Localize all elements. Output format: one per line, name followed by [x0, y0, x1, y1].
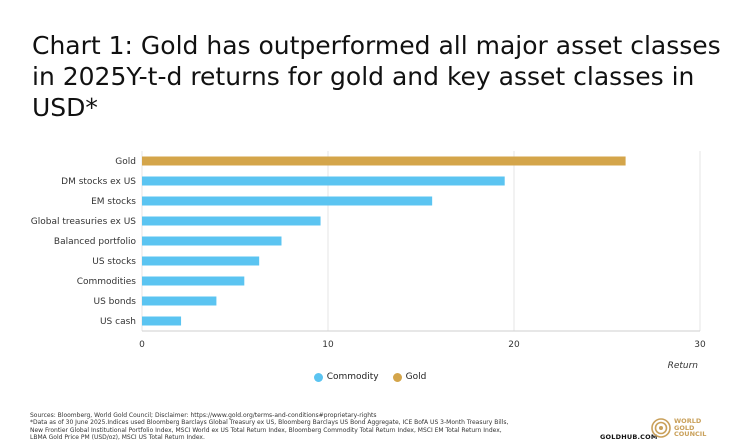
bar-gold: [142, 156, 626, 166]
footnote-line: *Data as of 30 June 2025.Indices used Bl…: [30, 419, 509, 427]
legend-label-gold: Gold: [405, 372, 427, 382]
category-label: DM stocks ex US: [61, 177, 136, 187]
category-label: Balanced portfolio: [54, 237, 137, 247]
category-label: Gold: [115, 157, 136, 167]
legend-swatch-commodity: [313, 372, 323, 382]
x-tick-label: 0: [139, 340, 145, 350]
chart-title: Chart 1: Gold has outperformed all major…: [32, 31, 721, 122]
bar-us-cash: [142, 316, 182, 326]
legend: Commodity Gold: [0, 372, 740, 382]
category-label: Global treasuries ex US: [31, 217, 136, 227]
category-label: Commodities: [77, 277, 137, 287]
footnote-line: New Frontier Global Institutional Portfo…: [30, 426, 502, 434]
x-tick-label: 10: [322, 340, 334, 350]
logo-text-council: COUNCIL: [674, 430, 707, 439]
x-tick-label: 30: [694, 340, 706, 350]
footnote: Sources: Bloomberg, World Gold Council; …: [30, 412, 590, 441]
category-label: US stocks: [92, 257, 136, 267]
legend-label-commodity: Commodity: [326, 372, 379, 382]
bar-em-stocks: [142, 196, 433, 206]
bars: [142, 156, 626, 326]
bar-us-stocks: [142, 256, 260, 266]
legend-item-commodity[interactable]: Commodity: [313, 372, 379, 382]
category-label: US cash: [100, 317, 136, 327]
world-gold-council-logo-icon: [651, 418, 671, 438]
world-gold-council-logo: WORLD GOLD COUNCIL: [651, 418, 706, 438]
footnote-line: LBMA Gold Price PM (USD/oz), MSCI US Tot…: [30, 433, 205, 441]
x-tick-label: 20: [508, 340, 520, 350]
category-label: EM stocks: [91, 197, 136, 207]
logo-text-gold: GOLD: [674, 423, 695, 432]
category-label: US bonds: [94, 297, 137, 307]
x-tick-labels: 0 10 20 30: [139, 340, 706, 350]
bar-balanced-portfolio: [142, 236, 282, 246]
bar-commodities: [142, 276, 245, 286]
category-labels: Gold DM stocks ex US EM stocks Global treas…: [31, 157, 137, 327]
legend-swatch-gold: [392, 372, 402, 382]
goldhub-link[interactable]: GOLDHUB.COM: [600, 433, 658, 441]
legend-item-gold[interactable]: Gold: [392, 372, 427, 382]
bar-us-bonds: [142, 296, 217, 306]
bar-dm-stocks-ex-us: [142, 176, 505, 186]
logo-text-world: WORLD: [674, 417, 702, 426]
x-axis-label: Return: [668, 361, 699, 371]
bar-global-treasuries-ex-us: [142, 216, 321, 226]
footnote-line: Sources: Bloomberg, World Gold Council; …: [30, 412, 377, 419]
